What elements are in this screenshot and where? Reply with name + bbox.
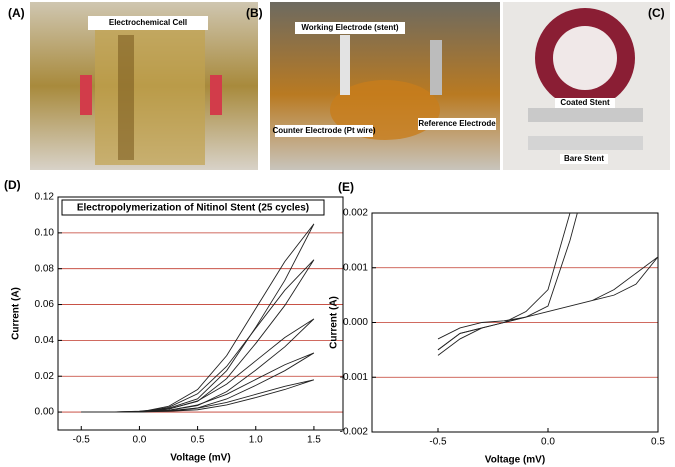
y-tick-label: 0.06 bbox=[35, 299, 55, 310]
plot-frame bbox=[57, 196, 344, 431]
y-tick-label: 0.00 bbox=[35, 407, 55, 418]
x-axis-label: Voltage (mV) bbox=[485, 455, 545, 466]
y-tick-label: 0.10 bbox=[35, 227, 55, 238]
panel-label: (A) bbox=[8, 6, 25, 20]
x-tick-label: 0.0 bbox=[132, 435, 146, 446]
y-tick-label: 0.08 bbox=[35, 263, 55, 274]
cv-curve bbox=[81, 352, 315, 413]
photo-text: Coated Stent bbox=[560, 98, 610, 107]
photo-text: Reference Electrode bbox=[418, 119, 496, 128]
y-axis-label: Current (A) bbox=[329, 296, 340, 349]
chart-title: Electropolymerization of Nitinol Stent (… bbox=[77, 203, 309, 214]
y-tick-label: -0.001 bbox=[340, 372, 369, 383]
photo-a: Electrochemical Cell bbox=[30, 2, 258, 170]
x-tick-label: 1.0 bbox=[249, 435, 263, 446]
photo-text: Counter Electrode (Pt wire) bbox=[272, 126, 375, 135]
x-tick-label: 1.5 bbox=[307, 435, 321, 446]
y-axis-label: Current (A) bbox=[11, 287, 22, 340]
photo-b: Working Electrode (stent) Counter Electr… bbox=[270, 2, 500, 170]
x-tick-label: -0.5 bbox=[429, 437, 447, 448]
cv-curve bbox=[437, 213, 578, 356]
cv-curve bbox=[81, 379, 315, 413]
y-tick-label: 0.12 bbox=[35, 192, 55, 203]
panel-label: (D) bbox=[4, 178, 21, 192]
y-tick-label: 0.04 bbox=[35, 335, 55, 346]
x-tick-label: 0.5 bbox=[191, 435, 205, 446]
title-box bbox=[61, 199, 325, 216]
y-tick-label: -0.002 bbox=[340, 427, 369, 438]
cv-curve bbox=[437, 256, 658, 351]
photo-text: Bare Stent bbox=[564, 154, 604, 163]
cv-curve bbox=[81, 223, 315, 413]
panel-label: (B) bbox=[246, 6, 263, 20]
photo-c: Coated Stent Bare Stent bbox=[503, 2, 670, 170]
y-tick-label: 0.02 bbox=[35, 371, 55, 382]
plot-frame bbox=[371, 212, 659, 433]
y-tick-label: 0.000 bbox=[343, 317, 368, 328]
x-tick-label: 0.0 bbox=[541, 437, 555, 448]
y-tick-label: 0.002 bbox=[343, 208, 368, 219]
y-tick-label: 0.001 bbox=[343, 262, 368, 273]
panel-label: (E) bbox=[338, 180, 354, 194]
x-axis-label: Voltage (mV) bbox=[170, 453, 230, 464]
panel-label: (C) bbox=[648, 6, 665, 20]
x-tick-label: -0.5 bbox=[73, 435, 91, 446]
photo-text: Working Electrode (stent) bbox=[301, 23, 399, 32]
cv-curve bbox=[81, 318, 315, 413]
x-tick-label: 0.5 bbox=[651, 437, 665, 448]
photo-text: Electrochemical Cell bbox=[109, 18, 187, 27]
